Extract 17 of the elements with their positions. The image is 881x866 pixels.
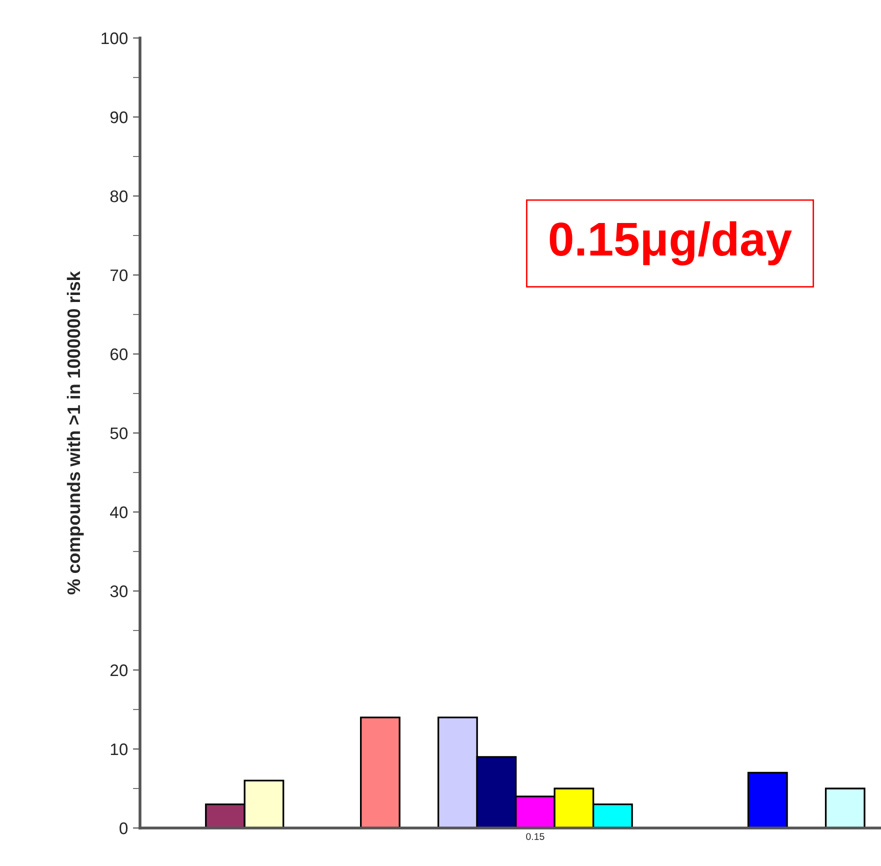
y-tick-label: 30 bbox=[110, 585, 128, 598]
y-tick-label: 80 bbox=[110, 190, 128, 202]
x-tick-label: 0.15 bbox=[526, 833, 544, 840]
y-tick-label: 90 bbox=[110, 111, 128, 124]
bar bbox=[747, 772, 788, 828]
y-tick-label: 40 bbox=[110, 506, 128, 518]
annotation: 0.15μg/day bbox=[550, 221, 792, 266]
y-tick-label: 100 bbox=[102, 32, 128, 44]
y-tick-label: 60 bbox=[110, 348, 128, 360]
bar bbox=[360, 716, 400, 828]
y-axis-title: % compounds with >1 in 1000000 risk bbox=[66, 271, 84, 594]
y-tick-label: 0 bbox=[120, 822, 128, 834]
y-tick-label: 70 bbox=[110, 269, 128, 282]
y-tick-label: 10 bbox=[110, 743, 128, 756]
bar bbox=[824, 788, 866, 828]
y-tick-label: 20 bbox=[110, 664, 128, 676]
y-tick-label: 50 bbox=[110, 427, 128, 440]
